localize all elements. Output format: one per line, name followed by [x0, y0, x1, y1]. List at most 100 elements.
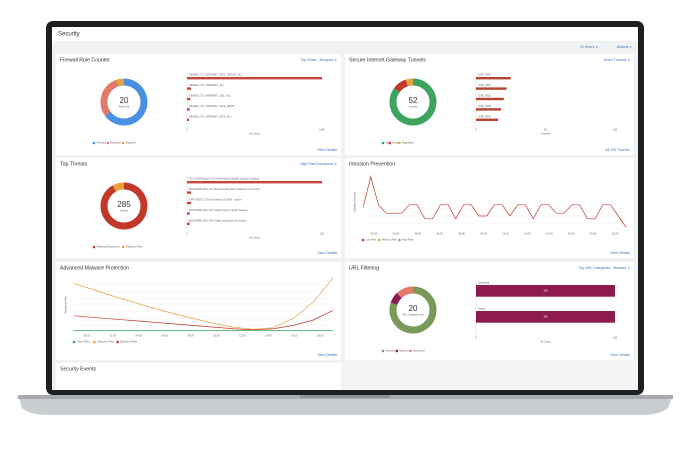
x-tick-label: 16:00: [291, 334, 298, 338]
bar: [476, 285, 615, 297]
legend-swatch: [377, 238, 381, 242]
bar: [187, 222, 190, 225]
legend-label: Allowed: [97, 141, 107, 145]
legend-swatch: [381, 141, 385, 145]
panel-title: Top Threats: [60, 161, 88, 167]
bar: [187, 97, 191, 101]
legend-swatch: [92, 245, 96, 249]
x-tick-label: 22:00: [612, 232, 619, 236]
y-axis-label: Number of Files: [64, 295, 68, 314]
donut-segment: [393, 79, 409, 93]
bar-label: SITE_4000: [478, 73, 492, 77]
bar: [476, 77, 511, 80]
panel-footer[interactable]: View Details: [317, 353, 337, 357]
bar: [187, 118, 190, 121]
donut-segment: [100, 79, 120, 116]
donut-segment: [390, 292, 402, 306]
panel-footer[interactable]: View Details: [610, 353, 630, 357]
x-tick-label: 16:00: [546, 232, 553, 236]
bar-label: SITE_4010: [478, 83, 492, 87]
x-tick-label: 50: [544, 128, 547, 132]
panel-title: Security Events: [60, 366, 96, 372]
legend-label: Medium Risk: [382, 238, 398, 242]
bar-label: DENIED_TO_INTERNET_SITE_DROP: [189, 104, 235, 108]
y-axis-label: Number of Events: [353, 191, 357, 212]
bar-label: Nudity: [478, 307, 486, 311]
bar: [187, 108, 190, 111]
legend-label: Unknown Files: [97, 340, 115, 344]
panel-footer[interactable]: All SIG Tunnels: [605, 148, 630, 152]
x-tick-label: 08:00: [187, 334, 194, 338]
bar: [476, 87, 507, 90]
legend-label: Blocked: [399, 349, 409, 353]
bar: [187, 212, 190, 215]
bar: [476, 118, 499, 121]
legend-swatch: [121, 245, 125, 249]
x-tick-label: 1000: [319, 128, 325, 132]
x-tick-label: 0: [475, 128, 477, 132]
header-bar: [52, 27, 638, 41]
bar-label: DENIED_TO_INTERNET_SITE_GROUP_ALL: [189, 73, 243, 77]
legend-swatch: [395, 349, 399, 353]
legend-label: Degraded: [402, 141, 414, 145]
donut-label: Tunnels: [408, 105, 418, 109]
bar-label: SITE_4030: [478, 104, 492, 108]
time-range[interactable]: 24 Hours ∨: [580, 45, 599, 49]
legend-label: Down: [392, 141, 399, 145]
panel: [56, 262, 341, 360]
donut-segment: [116, 78, 125, 87]
x-tick-label: 12:00: [239, 334, 246, 338]
bar: [476, 311, 615, 323]
x-axis-label: Tunnels: [541, 132, 551, 136]
legend-swatch: [121, 141, 125, 145]
legend-label: Allowed: [386, 349, 396, 353]
x-tick-label: 00:00: [84, 334, 91, 338]
bar-label: DENIED_TO_INTERNET_SSL_ALL: [189, 93, 231, 97]
bar: [187, 201, 192, 205]
panel-link[interactable]: High Risk Exposures ∨: [300, 162, 337, 166]
x-tick-label: 100: [320, 232, 325, 236]
bar: [187, 77, 322, 80]
legend-swatch: [398, 238, 401, 242]
line-series: [73, 310, 334, 331]
x-axis-label: Hit Count: [540, 340, 551, 344]
bar-label: OS-OTHER Bash CGI environment variable i…: [189, 177, 259, 181]
x-tick-label: 10:00: [213, 334, 220, 338]
legend-label: Malicious Files: [120, 340, 138, 344]
x-tick-label: 0: [186, 128, 188, 132]
legend-swatch: [93, 340, 96, 344]
donut-label: Rules Hit: [119, 105, 130, 109]
x-tick-label: 14:00: [265, 334, 272, 338]
donut-segment: [389, 78, 437, 126]
x-tick-label: 04:00: [415, 232, 422, 236]
panel: [56, 363, 341, 390]
panel-footer[interactable]: View Details: [610, 251, 630, 255]
laptop-notch: [300, 395, 390, 398]
x-tick-label: 20:00: [590, 232, 597, 236]
bar: [187, 191, 192, 194]
bar-label: MALWARE-CNC Win.Trojan outbound connecti…: [189, 218, 247, 222]
bar-label: DENIED_TO_INTERNET_SITE_ALL: [189, 114, 232, 118]
bar: [187, 87, 192, 90]
panel-link[interactable]: Top Rules - Dropped ∨: [300, 58, 337, 62]
donut-segment: [389, 286, 437, 334]
donut-segment: [405, 78, 414, 87]
actions[interactable]: Actions ∨: [617, 45, 633, 49]
legend-label: Dropped: [126, 141, 137, 145]
legend-label: Rejected Exposures: [97, 245, 121, 249]
panel-footer[interactable]: View Details: [317, 148, 337, 152]
panel-link[interactable]: Top URL Categories - Blocked ∨: [578, 266, 630, 270]
panel-link[interactable]: Down Tunnels ∨: [604, 58, 631, 62]
bar-value: 100: [543, 289, 548, 293]
legend-label: High Risk: [402, 238, 414, 242]
panel-footer[interactable]: View Details: [317, 251, 337, 255]
x-tick-label: 18:00: [568, 232, 575, 236]
donut-label: URL Category Hits: [402, 313, 424, 317]
legend-swatch: [409, 349, 412, 353]
panel-title: Advanced Malware Protection: [60, 265, 129, 271]
laptop-base: [18, 395, 673, 415]
panel-title: Secure Internet Gateway Tunnels: [349, 57, 426, 63]
x-axis-label: Hit Count: [249, 236, 260, 240]
donut-total: 20: [120, 96, 129, 105]
